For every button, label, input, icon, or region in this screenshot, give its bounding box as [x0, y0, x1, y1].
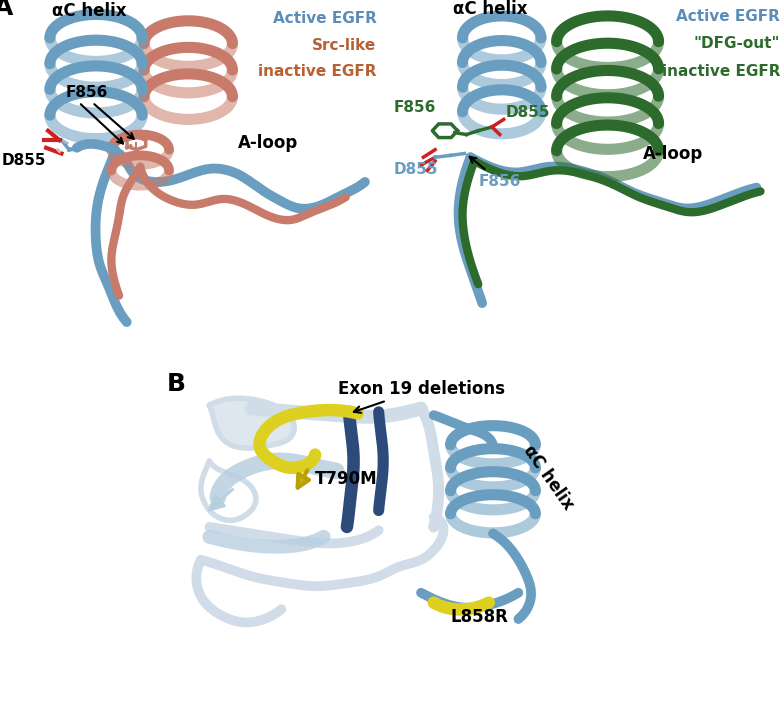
- Text: αC helix: αC helix: [52, 2, 126, 20]
- Text: A: A: [0, 0, 13, 20]
- Text: Active EGFR: Active EGFR: [273, 11, 376, 26]
- Text: αC helix: αC helix: [519, 442, 577, 513]
- Text: F856: F856: [470, 157, 521, 189]
- Text: L858R: L858R: [451, 608, 509, 626]
- Text: D855: D855: [394, 162, 438, 177]
- Text: αC helix: αC helix: [452, 1, 528, 19]
- Text: D855: D855: [2, 153, 46, 168]
- Text: Src-like: Src-like: [312, 38, 376, 53]
- Text: "DFG-out": "DFG-out": [694, 36, 780, 51]
- Polygon shape: [201, 461, 256, 521]
- Text: F856: F856: [394, 100, 437, 115]
- Text: F856: F856: [65, 84, 107, 99]
- Text: Active EGFR: Active EGFR: [677, 9, 780, 24]
- Text: A-loop: A-loop: [238, 134, 299, 152]
- Text: A-loop: A-loop: [643, 145, 703, 163]
- Text: T790M: T790M: [315, 470, 378, 488]
- Text: inactive EGFR: inactive EGFR: [258, 64, 376, 79]
- Polygon shape: [209, 398, 294, 448]
- Text: Exon 19 deletions: Exon 19 deletions: [337, 380, 505, 413]
- Text: B: B: [167, 373, 186, 396]
- Text: D855: D855: [506, 106, 550, 120]
- Text: inactive EGFR: inactive EGFR: [662, 64, 780, 79]
